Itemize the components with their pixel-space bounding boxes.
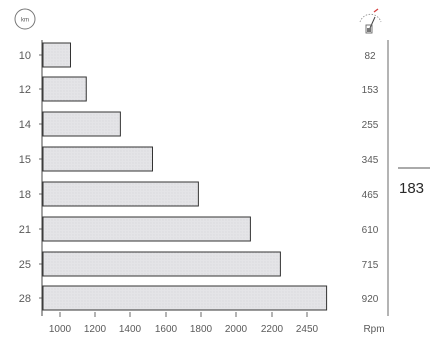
bar-28 bbox=[42, 285, 328, 311]
x-tick-label-1800: 1800 bbox=[190, 324, 213, 335]
right-value-28: 920 bbox=[362, 294, 379, 305]
x-tick-label-2450: 2450 bbox=[296, 324, 319, 335]
x-tick-label-1600: 1600 bbox=[155, 324, 178, 335]
x-tick-label-1200: 1200 bbox=[84, 324, 107, 335]
right-value-12: 153 bbox=[362, 85, 379, 96]
right-value-18: 465 bbox=[362, 190, 379, 201]
right-value-15: 345 bbox=[362, 155, 379, 166]
bar-18 bbox=[42, 181, 199, 207]
right-value-25: 715 bbox=[362, 260, 379, 271]
speed-icon: km bbox=[14, 8, 36, 30]
right-values-group: 82 153 255 345 465 610 715 920 bbox=[362, 51, 379, 305]
right-value-14: 255 bbox=[362, 120, 379, 131]
page-number: 183 bbox=[399, 180, 424, 197]
fuel-gauge-icon bbox=[359, 8, 382, 34]
speed-unit-label: km bbox=[21, 18, 29, 24]
bar-25 bbox=[42, 251, 281, 277]
category-label-10: 10 bbox=[19, 50, 31, 62]
bar-10 bbox=[42, 42, 71, 68]
x-ticks-group: 1000 1200 1400 1600 1800 2000 2200 2450 bbox=[49, 312, 319, 335]
category-labels-group: 10 12 14 15 18 21 25 28 bbox=[19, 50, 31, 305]
x-tick-label-1000: 1000 bbox=[49, 324, 72, 335]
right-value-21: 610 bbox=[362, 225, 379, 236]
category-label-12: 12 bbox=[19, 84, 31, 96]
x-tick-label-2000: 2000 bbox=[225, 324, 248, 335]
category-label-14: 14 bbox=[19, 119, 31, 131]
category-label-18: 18 bbox=[19, 189, 31, 201]
bar-14 bbox=[42, 111, 121, 137]
category-label-15: 15 bbox=[19, 154, 31, 166]
bar-21 bbox=[42, 216, 251, 242]
category-label-28: 28 bbox=[19, 293, 31, 305]
x-unit-label: Rpm bbox=[363, 324, 384, 335]
category-label-25: 25 bbox=[19, 259, 31, 271]
bar-12 bbox=[42, 76, 87, 102]
bars-group bbox=[39, 42, 328, 311]
category-label-21: 21 bbox=[19, 224, 31, 236]
right-value-10: 82 bbox=[364, 51, 376, 62]
bar-15 bbox=[42, 146, 153, 172]
x-tick-label-1400: 1400 bbox=[119, 324, 142, 335]
x-tick-label-2200: 2200 bbox=[261, 324, 284, 335]
